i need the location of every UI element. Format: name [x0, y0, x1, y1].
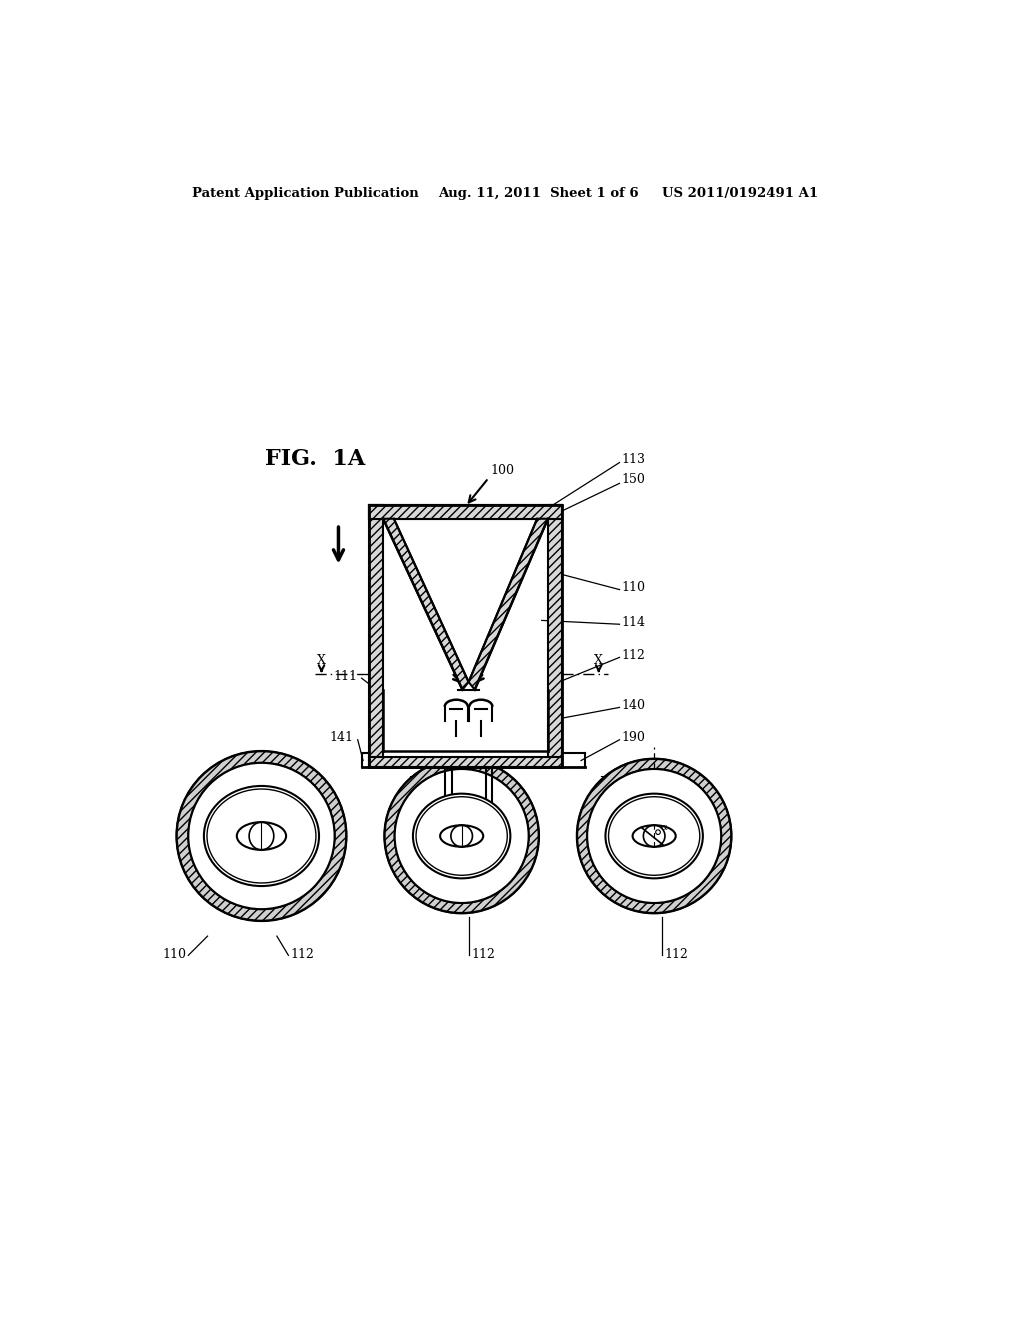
Text: 110: 110 [162, 948, 186, 961]
Ellipse shape [413, 793, 510, 878]
Circle shape [177, 751, 346, 921]
Text: 112: 112 [622, 649, 646, 661]
Text: 150: 150 [622, 474, 646, 486]
Bar [370, 758, 562, 767]
Wedge shape [177, 751, 346, 921]
Text: 112: 112 [291, 948, 314, 961]
Ellipse shape [605, 793, 702, 878]
Ellipse shape [207, 789, 316, 883]
Circle shape [385, 759, 539, 913]
Text: 111: 111 [334, 669, 357, 682]
Text: 112: 112 [665, 948, 688, 961]
Text: Aug. 11, 2011  Sheet 1 of 6: Aug. 11, 2011 Sheet 1 of 6 [438, 186, 639, 199]
Circle shape [655, 830, 660, 834]
Text: FIG.  1B: FIG. 1B [211, 776, 301, 793]
Bar [548, 506, 562, 767]
Text: FIG.  1C: FIG. 1C [410, 776, 498, 793]
Text: 140: 140 [622, 700, 646, 711]
Circle shape [578, 759, 731, 913]
Ellipse shape [440, 825, 483, 847]
Text: 110: 110 [622, 581, 646, 594]
Bar [370, 504, 562, 519]
Ellipse shape [608, 797, 699, 875]
Circle shape [188, 763, 335, 909]
Polygon shape [469, 519, 548, 689]
Ellipse shape [204, 785, 319, 886]
Ellipse shape [416, 797, 507, 875]
Text: 113: 113 [622, 453, 646, 466]
Bar [370, 506, 383, 767]
Wedge shape [385, 759, 539, 913]
Text: FIG.  1D: FIG. 1D [600, 776, 690, 793]
Circle shape [587, 770, 721, 903]
Text: US 2011/0192491 A1: US 2011/0192491 A1 [662, 186, 818, 199]
Wedge shape [578, 759, 731, 913]
Circle shape [394, 770, 528, 903]
Text: 114: 114 [622, 616, 646, 628]
Text: 141: 141 [330, 731, 354, 744]
Text: Patent Application Publication: Patent Application Publication [193, 186, 419, 199]
Text: 100: 100 [490, 465, 515, 477]
Ellipse shape [633, 825, 676, 847]
Ellipse shape [237, 822, 286, 850]
Text: α: α [660, 822, 667, 832]
Text: FIG.  1A: FIG. 1A [265, 447, 366, 470]
Bar [370, 504, 562, 519]
Polygon shape [383, 519, 469, 689]
Text: 112: 112 [472, 948, 496, 961]
Text: X: X [594, 653, 603, 667]
Bar [370, 506, 562, 767]
Text: X: X [317, 653, 326, 667]
Text: 190: 190 [622, 731, 646, 744]
